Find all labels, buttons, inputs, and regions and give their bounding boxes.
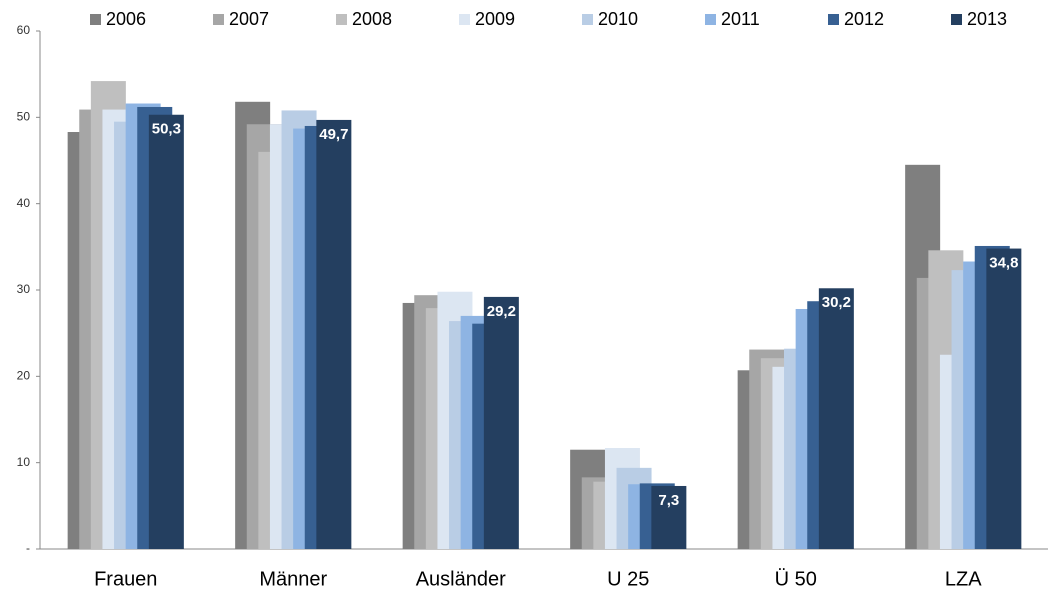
value-label: 34,8 [989,255,1018,272]
legend-label: 2010 [598,9,638,29]
legend-swatch [336,14,347,25]
legend-swatch [582,14,593,25]
bar [651,485,687,549]
x-tick-label: Ü 50 [775,568,817,590]
y-tick-label: 50 [17,110,31,124]
x-tick-label: Frauen [94,568,157,590]
legend-label: 2011 [721,9,760,29]
legend-label: 2006 [106,9,146,29]
legend-swatch [459,14,470,25]
bar [148,114,184,549]
x-tick-label: U 25 [607,568,649,590]
legend-swatch [828,14,839,25]
bar [986,248,1022,549]
legend-label: 2012 [844,9,884,29]
value-label: 7,3 [658,492,679,509]
bar [316,119,352,549]
x-tick-label: Männer [259,568,327,590]
value-label: 30,2 [822,294,851,311]
legend-swatch [705,14,716,25]
x-tick-label: Ausländer [416,568,506,590]
legend-label: 2008 [352,9,392,29]
y-tick-label: 60 [17,23,31,37]
bar [483,296,519,549]
value-label: 49,7 [319,126,348,143]
y-tick-label: 40 [17,196,31,210]
legend-swatch [213,14,224,25]
legend-label: 2009 [475,9,515,29]
x-tick-label: LZA [945,568,982,590]
y-tick-label: 20 [17,369,31,383]
y-tick-label: - [26,541,30,555]
legend-swatch [90,14,101,25]
legend-label: 2007 [229,9,269,29]
y-tick-label: 10 [17,455,31,469]
value-label: 29,2 [487,303,516,320]
value-label: 50,3 [152,121,181,138]
y-tick-label: 30 [17,282,31,296]
legend-label: 2013 [967,9,1007,29]
legend-swatch [951,14,962,25]
bar [818,288,854,549]
